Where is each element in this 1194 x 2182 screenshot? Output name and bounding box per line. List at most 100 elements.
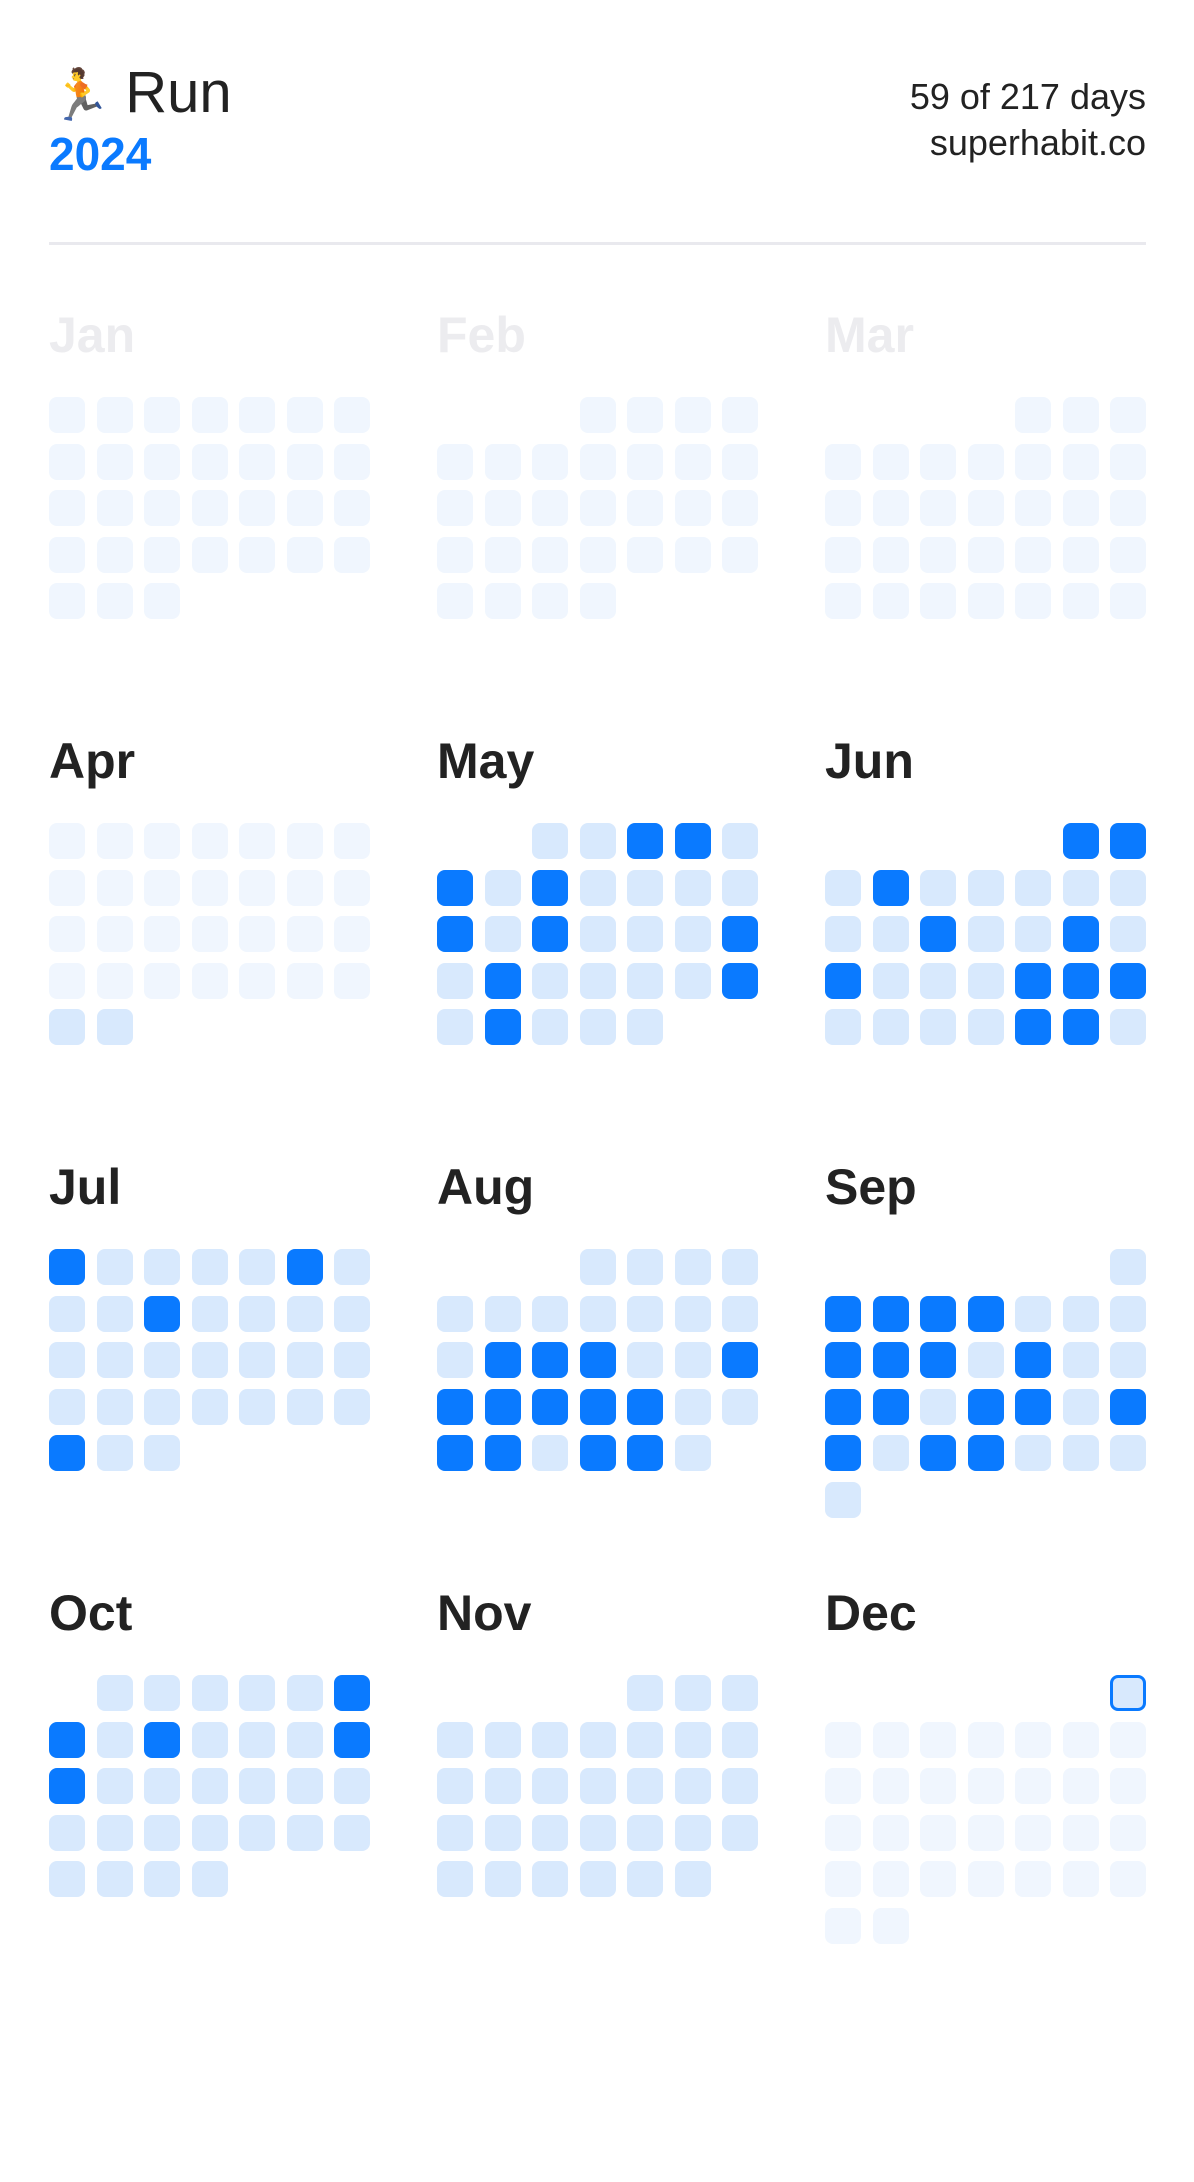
day-cell-missed[interactable]: [825, 1009, 861, 1045]
day-cell-missed[interactable]: [579, 1814, 616, 1851]
day-cell-missed[interactable]: [96, 1721, 133, 1758]
day-cell-missed[interactable]: [920, 1388, 956, 1425]
day-cell-missed[interactable]: [437, 1861, 473, 1897]
day-cell-done[interactable]: [967, 1388, 1004, 1425]
day-cell-inactive[interactable]: [144, 869, 180, 906]
day-cell-inactive[interactable]: [437, 536, 473, 573]
day-cell-done[interactable]: [1110, 1388, 1146, 1425]
day-cell-missed[interactable]: [627, 1342, 663, 1378]
day-cell-inactive[interactable]: [872, 1907, 909, 1944]
day-cell-done[interactable]: [484, 1435, 521, 1471]
day-cell-done[interactable]: [674, 823, 711, 859]
day-cell-inactive[interactable]: [627, 397, 663, 433]
day-cell-inactive[interactable]: [967, 583, 1004, 619]
day-cell-inactive[interactable]: [144, 490, 180, 526]
day-cell-missed[interactable]: [334, 1249, 370, 1285]
day-cell-inactive[interactable]: [627, 490, 663, 526]
day-cell-missed[interactable]: [920, 869, 956, 906]
day-cell-missed[interactable]: [484, 1721, 521, 1758]
day-cell-inactive[interactable]: [579, 443, 616, 480]
day-cell-missed[interactable]: [191, 1249, 228, 1285]
day-cell-inactive[interactable]: [967, 1768, 1004, 1804]
day-cell-missed[interactable]: [49, 1009, 85, 1045]
day-cell-done[interactable]: [1015, 1009, 1051, 1045]
day-cell-inactive[interactable]: [1110, 397, 1146, 433]
day-cell-inactive[interactable]: [532, 536, 568, 573]
day-cell-missed[interactable]: [722, 1814, 758, 1851]
day-cell-done[interactable]: [334, 1721, 370, 1758]
day-cell-inactive[interactable]: [532, 583, 568, 619]
day-cell-missed[interactable]: [674, 1388, 711, 1425]
day-cell-done[interactable]: [144, 1295, 180, 1332]
day-cell-inactive[interactable]: [722, 536, 758, 573]
day-cell-missed[interactable]: [191, 1768, 228, 1804]
day-cell-missed[interactable]: [579, 1249, 616, 1285]
day-cell-missed[interactable]: [674, 1721, 711, 1758]
day-cell-done[interactable]: [286, 1249, 323, 1285]
day-cell-inactive[interactable]: [825, 1814, 861, 1851]
day-cell-inactive[interactable]: [722, 490, 758, 526]
day-cell-inactive[interactable]: [1015, 1814, 1051, 1851]
day-cell-done[interactable]: [1110, 962, 1146, 999]
day-cell-missed[interactable]: [532, 1861, 568, 1897]
day-cell-missed[interactable]: [579, 916, 616, 952]
day-cell-done[interactable]: [920, 1342, 956, 1378]
day-cell-inactive[interactable]: [49, 823, 85, 859]
day-cell-inactive[interactable]: [967, 536, 1004, 573]
day-cell-missed[interactable]: [191, 1861, 228, 1897]
day-cell-missed[interactable]: [1110, 869, 1146, 906]
day-cell-inactive[interactable]: [1110, 536, 1146, 573]
day-cell-inactive[interactable]: [920, 536, 956, 573]
day-cell-missed[interactable]: [286, 1295, 323, 1332]
day-cell-inactive[interactable]: [239, 869, 275, 906]
day-cell-inactive[interactable]: [286, 443, 323, 480]
day-cell-inactive[interactable]: [191, 397, 228, 433]
day-cell-inactive[interactable]: [49, 916, 85, 952]
day-cell-inactive[interactable]: [967, 1814, 1004, 1851]
day-cell-inactive[interactable]: [967, 490, 1004, 526]
day-cell-inactive[interactable]: [239, 536, 275, 573]
day-cell-inactive[interactable]: [1110, 1768, 1146, 1804]
day-cell-inactive[interactable]: [674, 490, 711, 526]
day-cell-missed[interactable]: [96, 1342, 133, 1378]
day-cell-missed[interactable]: [532, 1814, 568, 1851]
day-cell-missed[interactable]: [96, 1295, 133, 1332]
day-cell-missed[interactable]: [722, 1388, 758, 1425]
day-cell-missed[interactable]: [627, 1675, 663, 1711]
day-cell-missed[interactable]: [579, 823, 616, 859]
day-cell-missed[interactable]: [532, 962, 568, 999]
day-cell-missed[interactable]: [872, 916, 909, 952]
day-cell-missed[interactable]: [239, 1249, 275, 1285]
day-cell-inactive[interactable]: [96, 490, 133, 526]
day-cell-missed[interactable]: [627, 1295, 663, 1332]
day-cell-inactive[interactable]: [286, 916, 323, 952]
day-cell-missed[interactable]: [1015, 1435, 1051, 1471]
day-cell-inactive[interactable]: [484, 490, 521, 526]
day-cell-inactive[interactable]: [825, 1721, 861, 1758]
day-cell-missed[interactable]: [239, 1814, 275, 1851]
day-cell-missed[interactable]: [144, 1388, 180, 1425]
day-cell-done[interactable]: [579, 1342, 616, 1378]
day-cell-inactive[interactable]: [825, 1861, 861, 1897]
day-cell-missed[interactable]: [144, 1768, 180, 1804]
day-cell-inactive[interactable]: [1015, 1768, 1051, 1804]
day-cell-missed[interactable]: [1062, 869, 1099, 906]
day-cell-missed[interactable]: [96, 1861, 133, 1897]
day-cell-inactive[interactable]: [825, 443, 861, 480]
day-cell-done[interactable]: [484, 1009, 521, 1045]
day-cell-inactive[interactable]: [1015, 1861, 1051, 1897]
day-cell-inactive[interactable]: [674, 397, 711, 433]
day-cell-missed[interactable]: [627, 916, 663, 952]
day-cell-done[interactable]: [825, 962, 861, 999]
day-cell-missed[interactable]: [191, 1295, 228, 1332]
day-cell-missed[interactable]: [191, 1721, 228, 1758]
day-cell-missed[interactable]: [437, 1342, 473, 1378]
day-cell-missed[interactable]: [286, 1814, 323, 1851]
day-cell-missed[interactable]: [286, 1721, 323, 1758]
day-cell-inactive[interactable]: [872, 1814, 909, 1851]
day-cell-missed[interactable]: [627, 1768, 663, 1804]
day-cell-done[interactable]: [627, 823, 663, 859]
day-cell-inactive[interactable]: [967, 443, 1004, 480]
day-cell-inactive[interactable]: [96, 916, 133, 952]
day-cell-missed[interactable]: [1015, 916, 1051, 952]
